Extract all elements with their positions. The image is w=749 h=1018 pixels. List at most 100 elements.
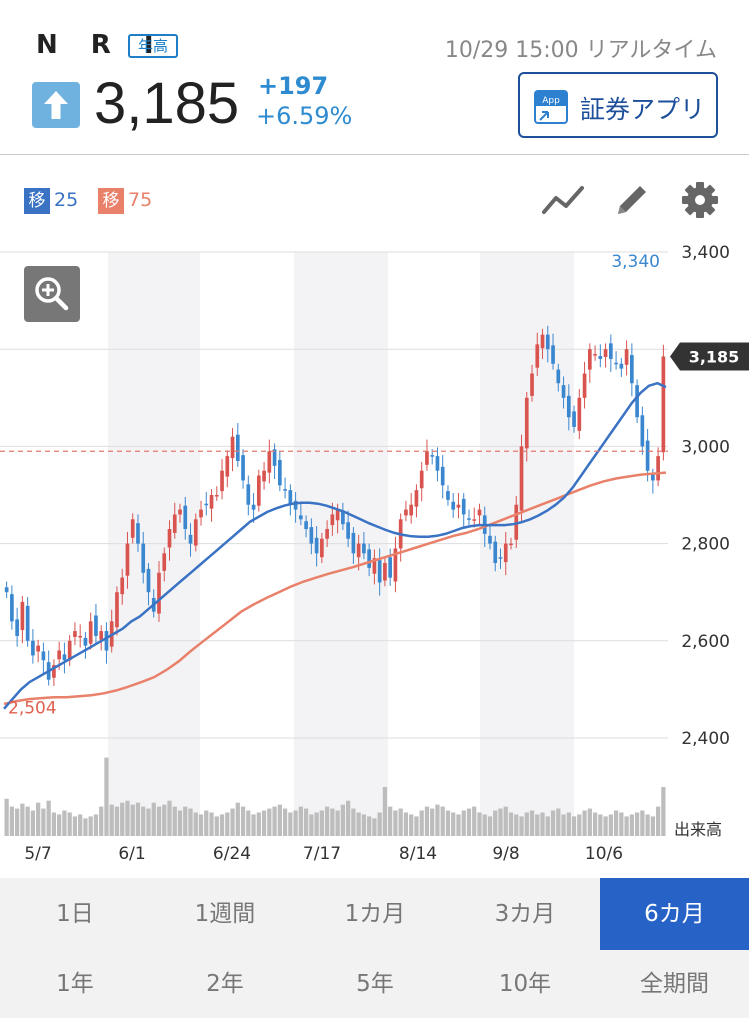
candle-body (383, 563, 387, 581)
arrow-up-icon (32, 82, 80, 128)
zoom-in-icon[interactable] (24, 266, 80, 322)
candle-body (640, 415, 645, 447)
candle-body (230, 436, 235, 459)
candle-body (104, 631, 109, 651)
volume-bar (114, 806, 120, 836)
volume-bar (445, 810, 451, 836)
ma75-value: 75 (128, 189, 153, 211)
candle-body (335, 509, 340, 521)
tab-all[interactable]: 全期間 (640, 971, 709, 997)
tab-1year[interactable]: 1年 (56, 971, 94, 997)
volume-bar (393, 810, 398, 836)
candle-body (556, 369, 561, 384)
candle-body (141, 543, 146, 573)
candle-body (598, 356, 603, 359)
ma25-indicator[interactable]: 移 25 (24, 187, 79, 214)
volume-bar (356, 812, 361, 836)
candle-body (10, 594, 14, 622)
volume-bar (571, 816, 577, 836)
volume-bar (619, 812, 624, 836)
volume-bar (141, 806, 146, 836)
volume-bar (403, 812, 409, 836)
ma75-line (3, 471, 667, 706)
volume-bar (288, 812, 293, 836)
candle-body (120, 577, 125, 595)
candle-body (162, 553, 167, 571)
ma25-value: 25 (54, 189, 79, 211)
candle-body (214, 495, 219, 497)
tab-1month[interactable]: 1カ月 (344, 901, 406, 927)
candle-body (36, 645, 40, 652)
volume-bar (498, 808, 503, 836)
volume-bar (78, 814, 83, 836)
volume-bar (277, 804, 282, 836)
volume-bar (193, 812, 198, 836)
candle-body (593, 354, 597, 356)
volume-bar (272, 806, 277, 836)
candle-body (467, 518, 471, 520)
candle-body (320, 538, 324, 558)
ma75-tag: 移 (98, 188, 124, 214)
volume-bar (120, 802, 125, 836)
candle-body (130, 519, 135, 538)
volume-bar (130, 804, 135, 836)
volume-bar (655, 806, 661, 836)
tab-6month[interactable]: 6カ月 (600, 878, 749, 950)
candle-body (587, 349, 592, 370)
volume-bar (398, 808, 403, 836)
gear-icon[interactable] (680, 180, 720, 220)
volume-bar (388, 806, 393, 836)
tab-5year[interactable]: 5年 (356, 971, 394, 997)
volume-bar (235, 802, 240, 836)
candle-body (309, 527, 314, 544)
tab-1day[interactable]: 1日 (56, 901, 94, 927)
volume-bar (93, 814, 99, 836)
candle-body (341, 511, 345, 525)
volume-bar (477, 812, 482, 836)
volume-bar (219, 814, 225, 836)
x-tick-label: 9/8 (492, 844, 519, 864)
x-tick-label: 10/6 (585, 844, 623, 864)
candle-body (561, 385, 566, 398)
volume-bar (414, 816, 419, 836)
volume-bar (624, 816, 629, 836)
candle-body (435, 456, 440, 471)
pencil-icon[interactable] (612, 180, 652, 220)
volume-bar (346, 800, 351, 836)
volume-bar (303, 808, 309, 836)
candle-body (582, 373, 587, 398)
candle-body (404, 509, 408, 516)
volume-bar (251, 814, 256, 836)
securities-app-button[interactable]: App 証券アプリ (518, 72, 718, 138)
volume-bar (51, 812, 57, 836)
candle-body (325, 529, 329, 539)
candle-body (503, 543, 508, 563)
line-chart-icon[interactable] (542, 180, 584, 220)
candle-body (351, 532, 356, 554)
volume-bar (372, 818, 377, 836)
price-chart[interactable]: 3,400 3,000 2,800 2,600 2,400 5/7 6/1 6/24 7/17… (0, 225, 749, 875)
candle-body (220, 470, 224, 492)
volume-bar (430, 808, 435, 836)
tab-2year[interactable]: 2年 (206, 971, 244, 997)
volume-bar (309, 814, 314, 836)
tab-10year[interactable]: 10年 (498, 971, 552, 997)
volume-bar (561, 814, 566, 836)
candle-body (299, 515, 303, 520)
volume-bar (487, 816, 493, 836)
candle-body (372, 558, 377, 574)
tab-1week[interactable]: 1週間 (194, 901, 256, 927)
x-tick-label: 7/17 (303, 844, 341, 864)
volume-bar (550, 810, 556, 836)
candle-body (409, 504, 414, 516)
candle-body (20, 601, 25, 631)
tab-3month[interactable]: 3カ月 (494, 901, 556, 927)
volume-bar (456, 814, 461, 836)
volume-bar (566, 812, 571, 836)
volume-label: 出来高 (674, 820, 722, 839)
candle-body (157, 572, 161, 614)
candle-body (419, 470, 424, 489)
candle-body (193, 519, 198, 546)
ma75-indicator[interactable]: 移 75 (98, 187, 153, 214)
volume-bar (472, 806, 477, 836)
